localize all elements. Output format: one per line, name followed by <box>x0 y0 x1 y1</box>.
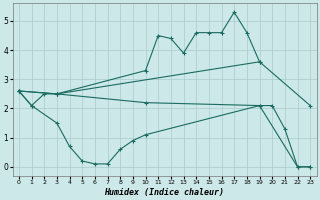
X-axis label: Humidex (Indice chaleur): Humidex (Indice chaleur) <box>105 188 225 197</box>
